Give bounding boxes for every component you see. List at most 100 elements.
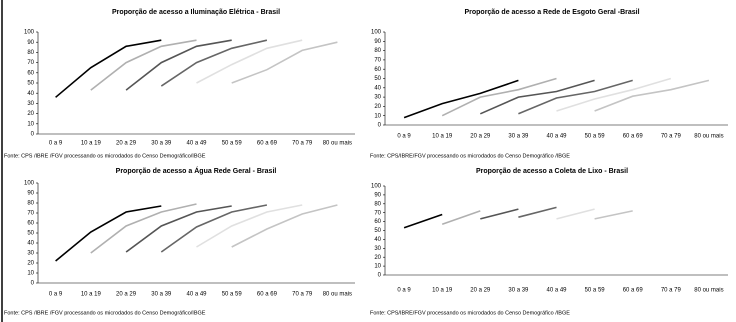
y-tick-label: 0 xyxy=(378,123,382,129)
x-tick-label: 20 a 29 xyxy=(470,134,491,140)
x-tick-label: 70 a 79 xyxy=(292,141,313,147)
x-tick-label: 40 a 49 xyxy=(186,292,207,298)
series-line xyxy=(479,79,595,115)
y-tick-label: 40 xyxy=(27,91,34,97)
series-line xyxy=(125,39,232,91)
x-tick-label: 10 a 19 xyxy=(432,288,453,294)
x-tick-label: 60 a 69 xyxy=(623,134,644,140)
x-tick-label: 30 a 39 xyxy=(508,288,529,294)
x-tick-label: 0 a 9 xyxy=(397,288,411,294)
series-line xyxy=(518,206,557,218)
y-tick-label: 60 xyxy=(27,70,34,76)
x-tick-label: 20 a 29 xyxy=(470,288,491,294)
y-tick-label: 0 xyxy=(31,281,35,287)
x-tick-label: 0 a 9 xyxy=(49,292,63,298)
y-tick-label: 30 xyxy=(27,251,34,257)
y-tick-label: 80 xyxy=(27,50,34,56)
y-tick-label: 80 xyxy=(27,201,34,207)
x-tick-label: 70 a 79 xyxy=(661,134,682,140)
y-tick-label: 20 xyxy=(27,261,34,267)
x-tick-label: 50 a 59 xyxy=(585,134,606,140)
x-tick-label: 60 a 69 xyxy=(257,292,278,298)
y-tick-label: 40 xyxy=(374,85,381,91)
series-line xyxy=(518,79,633,115)
series-line xyxy=(160,39,268,87)
x-tick-label: 10 a 19 xyxy=(432,134,453,140)
chart-title: Proporção de acesso a Coleta de Lixo - B… xyxy=(476,168,628,175)
series-line xyxy=(55,205,162,262)
y-tick-label: 90 xyxy=(27,40,34,46)
y-tick-label: 40 xyxy=(374,237,381,243)
source-note: Fonte: CPS /IBRE /FGV processando os mic… xyxy=(4,310,206,316)
x-tick-label: 0 a 9 xyxy=(397,134,411,140)
y-tick-label: 60 xyxy=(374,219,381,225)
series-line xyxy=(160,204,268,253)
y-tick-label: 90 xyxy=(374,192,381,198)
y-tick-label: 70 xyxy=(374,57,381,63)
y-tick-label: 10 xyxy=(27,271,34,277)
x-tick-label: 30 a 39 xyxy=(151,141,172,147)
y-tick-label: 0 xyxy=(31,132,35,138)
x-tick-label: 80 ou mais xyxy=(323,292,352,298)
series-line xyxy=(594,79,710,112)
y-tick-label: 90 xyxy=(374,39,381,45)
x-tick-label: 20 a 29 xyxy=(116,292,137,298)
series-line xyxy=(594,210,633,220)
y-tick-label: 60 xyxy=(374,67,381,73)
y-tick-label: 100 xyxy=(24,181,35,187)
y-tick-label: 10 xyxy=(374,113,381,119)
chart-title: Proporção de acesso a Rede de Esgoto Ger… xyxy=(464,9,639,16)
source-note: Fonte: CPS /IBRE /FGV processando os mic… xyxy=(4,153,206,159)
series-line xyxy=(556,208,595,220)
series-line xyxy=(441,210,481,226)
y-tick-label: 20 xyxy=(374,104,381,110)
x-tick-label: 40 a 49 xyxy=(546,288,567,294)
series-line xyxy=(231,204,338,248)
x-tick-label: 50 a 59 xyxy=(222,292,243,298)
y-tick-label: 70 xyxy=(27,60,34,66)
x-tick-label: 70 a 79 xyxy=(292,292,313,298)
x-tick-label: 60 a 69 xyxy=(257,141,278,147)
source-note: Fonte: CPS/IBRE/FGV processando os micro… xyxy=(370,310,570,316)
y-tick-label: 30 xyxy=(374,95,381,101)
y-tick-label: 100 xyxy=(371,30,382,36)
y-tick-label: 50 xyxy=(374,76,381,82)
series-line xyxy=(480,208,519,220)
y-tick-label: 0 xyxy=(378,273,382,279)
x-tick-label: 60 a 69 xyxy=(623,288,644,294)
series-line xyxy=(196,204,303,248)
y-tick-label: 10 xyxy=(374,264,381,270)
series-line xyxy=(556,77,672,112)
series-line xyxy=(55,39,162,98)
y-tick-label: 40 xyxy=(27,241,34,247)
y-tick-label: 80 xyxy=(374,201,381,207)
x-tick-label: 30 a 39 xyxy=(151,292,172,298)
series-line xyxy=(403,213,443,229)
y-tick-label: 30 xyxy=(374,246,381,252)
y-tick-label: 50 xyxy=(374,228,381,234)
series-line xyxy=(125,205,232,253)
y-tick-label: 100 xyxy=(24,30,35,36)
x-tick-label: 30 a 39 xyxy=(508,134,529,140)
x-tick-label: 70 a 79 xyxy=(661,288,682,294)
y-tick-label: 30 xyxy=(27,101,34,107)
y-tick-label: 50 xyxy=(27,81,34,87)
y-tick-label: 70 xyxy=(27,211,34,217)
x-tick-label: 0 a 9 xyxy=(49,141,63,147)
x-tick-label: 50 a 59 xyxy=(585,288,606,294)
x-tick-label: 20 a 29 xyxy=(116,141,137,147)
series-line xyxy=(403,79,519,119)
x-tick-label: 50 a 59 xyxy=(222,141,243,147)
series-line xyxy=(441,77,557,117)
y-tick-label: 20 xyxy=(27,111,34,117)
chart-title: Proporção de acesso a Água Rede Geral - … xyxy=(116,166,277,175)
chart-title: Proporção de acesso a Iluminação Elétric… xyxy=(112,9,280,16)
y-tick-label: 10 xyxy=(27,121,34,127)
series-line xyxy=(90,203,197,254)
y-tick-label: 70 xyxy=(374,210,381,216)
series-line xyxy=(90,39,197,91)
y-tick-label: 100 xyxy=(371,184,382,190)
y-tick-label: 90 xyxy=(27,191,34,197)
y-tick-label: 20 xyxy=(374,255,381,261)
